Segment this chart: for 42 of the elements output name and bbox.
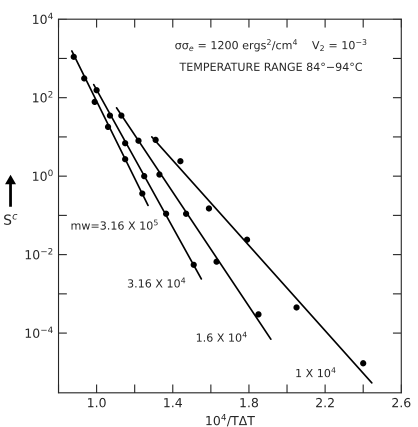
x-tick-label: 1.0 [88,398,106,408]
point [293,304,300,311]
y-tick-label: 10$^{−2}$ [26,248,52,260]
point [360,360,366,366]
point [156,171,163,178]
point [94,87,100,94]
y-tick-label: 10$^{−4}$ [26,326,53,338]
point [122,156,128,162]
point [141,173,148,180]
x-axis-title: 10$^{4}$/TΔT [206,414,255,426]
point [244,236,250,243]
point [255,311,262,318]
point [92,98,98,106]
y-tick-label: 10$^{4}$ [33,12,53,24]
point [190,262,197,268]
x-tick-label: 2.6 [392,398,410,408]
y-axis-title: S$^{c}$ [4,214,18,225]
point [163,210,170,217]
x-tick-label: 1.8 [240,398,258,408]
point [106,112,114,119]
point [182,210,190,217]
point [118,112,124,119]
annotation: 1.6 X 10$^{4}$ [196,332,247,342]
point [135,138,142,144]
point [152,136,159,143]
point [104,124,112,130]
annotation: TEMPERATURE RANGE 84°−94°C [179,62,362,72]
x-tick-label: 1.4 [164,398,182,408]
annotation: mw=3.16 X 10$^{5}$ [72,220,158,230]
point [122,140,128,146]
point [177,158,184,164]
point [70,54,77,60]
text: σσ$_{e}$ = 1200 ergs$^{2}$/cm$^{4}$ V$_{2}$ = 10$^{−3}$ [175,39,366,52]
point [139,190,146,197]
point [206,205,212,212]
x-tick-label: 2.2 [316,398,334,408]
annotation: 3.16 X 10$^{4}$ [128,278,186,288]
y-tick-label: 10$^{2}$ [33,91,52,103]
point [213,258,220,265]
y-tick-label: 10$^{0}$ [33,170,53,181]
annotation: 1 X 10$^{4}$ [296,367,336,378]
point [81,75,88,82]
